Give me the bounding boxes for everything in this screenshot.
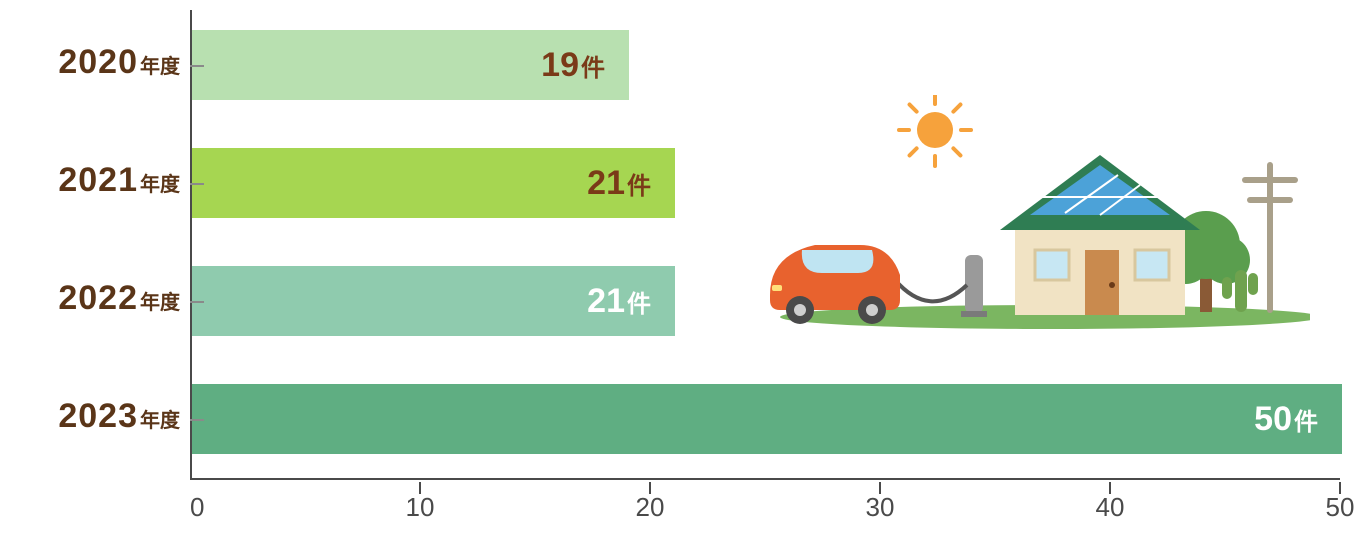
x-tick-label: 0 xyxy=(190,492,204,523)
y-tick-mark xyxy=(190,65,204,67)
bar-value-number: 50 xyxy=(1254,400,1292,438)
bar: 19件 xyxy=(192,30,629,100)
x-tick-mark xyxy=(879,482,881,494)
category-label: 2022年度 xyxy=(0,279,180,318)
x-tick-mark xyxy=(1109,482,1111,494)
x-tick-label: 40 xyxy=(1096,492,1125,523)
y-tick-mark xyxy=(190,419,204,421)
bar-value-label: 50件 xyxy=(1254,400,1318,439)
x-tick-mark xyxy=(1339,482,1341,494)
category-label: 2020年度 xyxy=(0,43,180,82)
category-suffix: 年度 xyxy=(140,292,180,314)
category-suffix: 年度 xyxy=(140,174,180,196)
category-label: 2023年度 xyxy=(0,397,180,436)
x-tick-mark xyxy=(419,482,421,494)
x-tick-mark xyxy=(649,482,651,494)
bar: 21件 xyxy=(192,148,675,218)
x-tick-label: 10 xyxy=(406,492,435,523)
bar-value-unit: 件 xyxy=(627,291,651,318)
bar-value-unit: 件 xyxy=(581,55,605,82)
bar-value-unit: 件 xyxy=(627,173,651,200)
category-label: 2021年度 xyxy=(0,161,180,200)
bar: 50件 xyxy=(192,384,1342,454)
x-tick-label: 20 xyxy=(636,492,665,523)
bar-value-number: 19 xyxy=(541,46,579,84)
x-tick-label: 30 xyxy=(866,492,895,523)
bar-value-label: 19件 xyxy=(541,46,605,85)
category-year: 2022 xyxy=(58,279,138,317)
category-year: 2023 xyxy=(58,397,138,435)
category-suffix: 年度 xyxy=(140,410,180,432)
category-year: 2021 xyxy=(58,161,138,199)
bar: 21件 xyxy=(192,266,675,336)
x-tick-label: 50 xyxy=(1326,492,1355,523)
bar-value-label: 21件 xyxy=(587,164,651,203)
bar-row: 21件 xyxy=(192,266,675,336)
yearly-count-bar-chart: 19件21件21件50件 2020年度2021年度2022年度2023年度010… xyxy=(0,0,1366,547)
bar-row: 19件 xyxy=(192,30,629,100)
category-year: 2020 xyxy=(58,43,138,81)
bar-row: 21件 xyxy=(192,148,675,218)
bar-row: 50件 xyxy=(192,384,1342,454)
plot-area: 19件21件21件50件 xyxy=(190,10,1340,480)
y-tick-mark xyxy=(190,301,204,303)
bar-value-label: 21件 xyxy=(587,282,651,321)
category-suffix: 年度 xyxy=(140,56,180,78)
y-tick-mark xyxy=(190,183,204,185)
bar-value-unit: 件 xyxy=(1294,409,1318,436)
bar-value-number: 21 xyxy=(587,282,625,320)
bar-value-number: 21 xyxy=(587,164,625,202)
